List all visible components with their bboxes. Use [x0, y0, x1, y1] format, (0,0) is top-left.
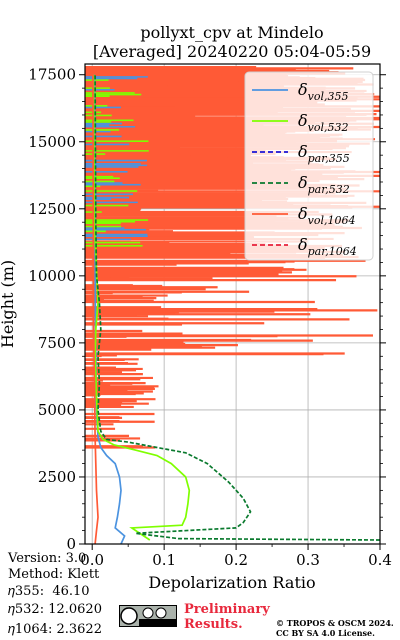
legend-sub-vol1064: vol,1064 [308, 214, 356, 227]
series-line-vol532 [92, 74, 191, 541]
legend: δvol,355δvol,532δpar,355δpar,532δvol,106… [244, 71, 374, 261]
y-tick-label: 0 [66, 535, 76, 553]
copyright-line2: CC BY SA 4.0 License. [276, 627, 375, 638]
legend-sub-par532: par,532 [308, 183, 350, 196]
eta1064-text: 𝜂1064: 2.3622 [8, 622, 102, 637]
y-tick-label: 10000 [28, 267, 76, 285]
x-axis-label: Depolarization Ratio [148, 573, 315, 592]
preliminary-line2: Results. [184, 617, 243, 632]
x-tick-label: 0.0 [80, 551, 104, 569]
preliminary-notice: Preliminary Results. [184, 602, 270, 632]
y-tick-label: 5000 [38, 401, 76, 419]
copyright-line1: © TROPOS & OSCM 2024. [276, 618, 394, 628]
legend-sub-vol355: vol,355 [308, 90, 349, 103]
y-axis-label: Height (m) [0, 260, 17, 348]
chart-title-line1: pollyxt_cpv at Mindelo [140, 23, 323, 42]
eta355-text: 𝜂355: 46.10 [8, 584, 90, 599]
plot-frame [84, 63, 381, 545]
y-tick-label: 12500 [28, 200, 76, 218]
series-lines [92, 74, 381, 545]
chart-title-line2: [Averaged] 20240220 05:04-05:59 [93, 42, 371, 61]
legend-box [244, 71, 374, 261]
copyright-notice: © TROPOS & OSCM 2024. CC BY SA 4.0 Licen… [276, 618, 394, 638]
method-text: Method: Klett [8, 567, 100, 582]
series-line-par532 [94, 74, 381, 541]
legend-sub-par355: par,355 [308, 152, 350, 165]
preliminary-line1: Preliminary [184, 602, 270, 617]
axis-ticks: 0.0 0.1 0.2 0.3 0.4 0 2500 5000 7500 10000 12500 15… [28, 66, 392, 569]
x-tick-label: 0.4 [368, 551, 392, 569]
series-line-vol1064 [92, 74, 99, 545]
x-tick-label: 0.3 [296, 551, 320, 569]
x-tick-label: 0.1 [152, 551, 176, 569]
y-tick-label: 17500 [28, 66, 76, 84]
legend-sub-par1064: par,1064 [308, 245, 357, 258]
x-tick-label: 0.2 [224, 551, 248, 569]
version-text: Version: 3.0 [8, 551, 87, 566]
cc-license-icon [119, 605, 177, 627]
y-tick-label: 7500 [38, 334, 76, 352]
legend-sub-vol532: vol,532 [308, 121, 349, 134]
y-tick-label: 15000 [28, 133, 76, 151]
eta532-text: 𝜂532: 12.0620 [8, 602, 102, 617]
y-tick-label: 2500 [38, 468, 76, 486]
